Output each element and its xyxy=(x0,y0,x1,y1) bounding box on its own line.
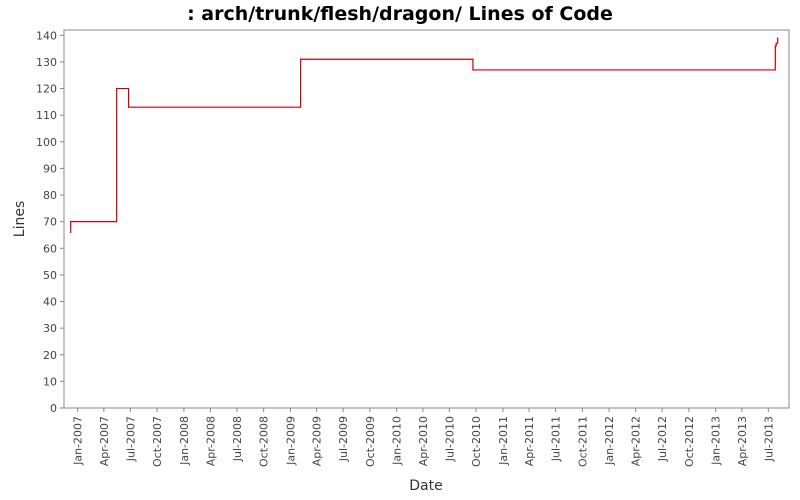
x-tick-label: Oct-2012 xyxy=(683,416,696,467)
data-point xyxy=(70,221,72,223)
x-tick-label: Jan-2010 xyxy=(391,416,404,466)
y-tick-label: 10 xyxy=(43,375,57,388)
x-tick-label: Apr-2010 xyxy=(417,416,430,466)
data-point xyxy=(774,45,776,47)
x-tick-label: Oct-2008 xyxy=(258,416,271,467)
y-tick-label: 40 xyxy=(43,296,57,309)
x-tick-label: Jan-2007 xyxy=(72,416,85,466)
data-point xyxy=(116,87,118,90)
y-tick-label: 60 xyxy=(43,242,57,255)
data-point xyxy=(69,231,72,233)
x-tick-label: Jan-2008 xyxy=(178,416,191,466)
series-group xyxy=(69,37,779,233)
x-tick-label: Jul-2007 xyxy=(124,416,137,462)
data-point xyxy=(300,58,302,60)
x-axis: Jan-2007 Apr-2007 Jul-2007 Oct-2007 Jan-2008… xyxy=(72,408,775,467)
y-tick-label: 50 xyxy=(43,269,57,282)
data-point xyxy=(472,69,474,71)
data-point xyxy=(128,106,130,108)
x-axis-label: Date xyxy=(409,478,442,494)
x-tick-label: Oct-2011 xyxy=(576,416,589,467)
y-axis: 0 10 20 30 40 50 60 70 80 90 100 110 120 130 140 xyxy=(36,29,64,415)
x-tick-label: Jul-2008 xyxy=(231,416,244,462)
y-tick-label: 110 xyxy=(36,109,57,122)
x-tick-label: Apr-2012 xyxy=(630,416,643,466)
x-tick-label: Apr-2008 xyxy=(204,416,217,466)
y-tick-label: 90 xyxy=(43,162,57,175)
y-tick-label: 140 xyxy=(36,29,57,42)
x-tick-label: Oct-2009 xyxy=(364,416,377,467)
x-tick-label: Jan-2012 xyxy=(603,416,616,466)
y-tick-label: 100 xyxy=(36,136,57,149)
y-tick-label: 130 xyxy=(36,56,57,69)
x-tick-label: Jul-2010 xyxy=(443,416,456,462)
x-tick-label: Jan-2009 xyxy=(284,416,297,466)
y-axis-label: Lines xyxy=(12,201,28,237)
data-point xyxy=(775,42,777,44)
x-tick-label: Jan-2011 xyxy=(497,416,510,466)
x-tick-label: Apr-2013 xyxy=(736,416,749,466)
y-tick-label: 20 xyxy=(43,349,57,362)
x-tick-label: Jul-2013 xyxy=(762,416,775,462)
plot-area xyxy=(63,29,790,409)
x-tick-label: Apr-2011 xyxy=(523,416,536,466)
data-point xyxy=(777,37,779,39)
y-tick-label: 120 xyxy=(36,83,57,96)
x-tick-label: Apr-2007 xyxy=(98,416,111,466)
y-tick-label: 30 xyxy=(43,322,57,335)
x-tick-label: Jul-2012 xyxy=(656,416,669,462)
x-tick-label: Oct-2010 xyxy=(470,416,483,467)
x-tick-label: Oct-2007 xyxy=(151,416,164,467)
y-tick-label: 80 xyxy=(43,189,57,202)
x-tick-label: Jul-2009 xyxy=(337,416,350,462)
x-tick-label: Jan-2013 xyxy=(710,416,723,466)
x-tick-label: Jul-2011 xyxy=(550,416,563,462)
y-tick-label: 0 xyxy=(50,402,57,415)
y-tick-label: 70 xyxy=(43,216,57,229)
x-tick-label: Apr-2009 xyxy=(311,416,324,466)
chart-title: : arch/trunk/flesh/dragon/ Lines of Code xyxy=(187,3,613,25)
